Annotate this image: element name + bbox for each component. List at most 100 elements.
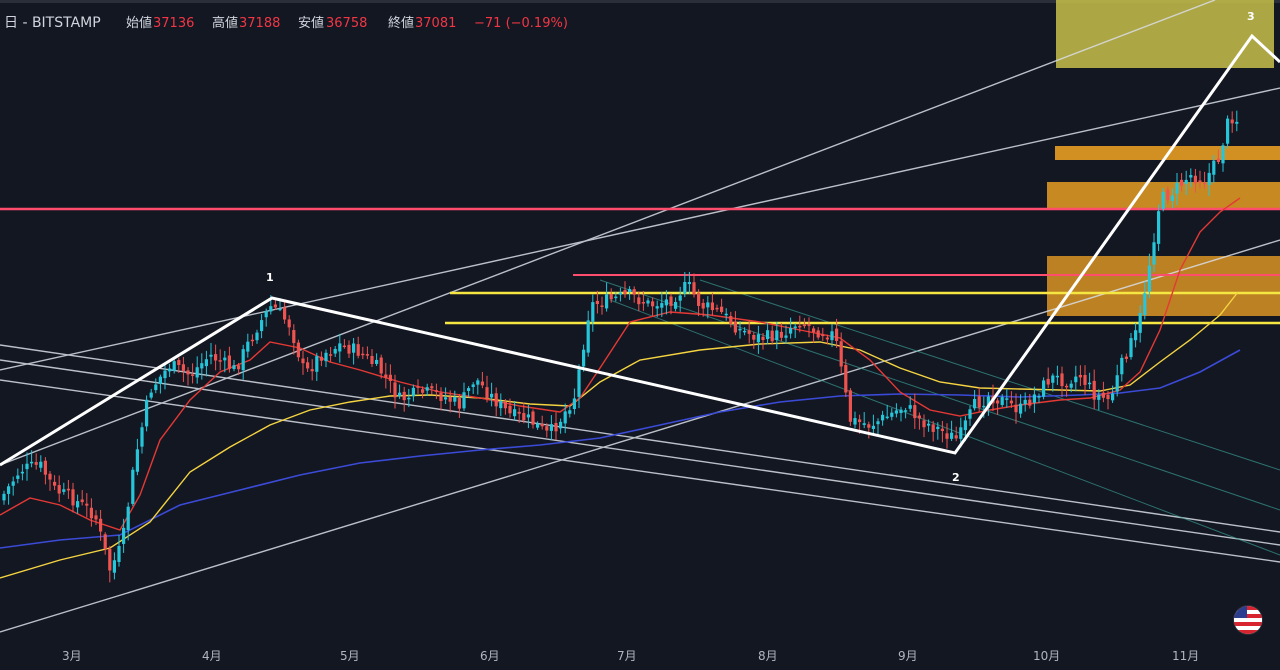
candle-body [448, 396, 452, 402]
x-tick-label: 4月 [202, 649, 222, 663]
candle-body [287, 319, 291, 328]
candle-body [310, 369, 314, 372]
candle-body [379, 357, 383, 374]
candle-body [674, 302, 678, 309]
candle-body [1065, 385, 1069, 388]
candle-body [775, 330, 779, 341]
candle-body [517, 411, 521, 414]
teal-line-2 [609, 299, 1280, 556]
candle-body [1124, 356, 1128, 359]
us-flag-icon[interactable] [1234, 606, 1262, 634]
candle-body [798, 325, 802, 328]
x-tick-label: 3月 [62, 649, 82, 663]
candle-body [848, 390, 852, 422]
x-tick-label: 5月 [340, 649, 360, 663]
candle-body [646, 300, 650, 304]
change-value: −71 (−0.19%) [474, 16, 568, 31]
candle-body [108, 548, 112, 571]
candle-body [660, 303, 664, 308]
candle-body [388, 374, 392, 381]
candle-body [586, 320, 590, 353]
candle-body [678, 295, 682, 301]
candle-body [25, 463, 29, 470]
candles [2, 110, 1239, 583]
candle-body [973, 398, 977, 409]
candle-body [549, 424, 553, 431]
candle-body [853, 418, 857, 425]
candle-body [1152, 242, 1156, 265]
candle-body [407, 397, 411, 400]
candle-body [1060, 373, 1064, 387]
candle-body [508, 405, 512, 414]
candle-body [1009, 400, 1013, 404]
candle-body [218, 360, 222, 362]
candle-body [140, 427, 144, 447]
candle-body [480, 381, 484, 386]
candle-body [701, 302, 705, 309]
candle-body [103, 534, 107, 550]
candle-body [1097, 394, 1101, 400]
candle-body [595, 300, 599, 305]
candle-body [572, 398, 576, 409]
candle-body [117, 546, 121, 562]
candle-body [881, 414, 885, 421]
x-tick-label: 7月 [617, 649, 637, 663]
candle-body [1120, 357, 1124, 375]
candle-body [439, 392, 443, 401]
candle-body [1092, 380, 1096, 400]
candle-body [618, 292, 622, 295]
candle-body [1019, 403, 1023, 414]
candle-body [830, 331, 834, 341]
candle-body [1157, 211, 1161, 244]
candle-body [1046, 378, 1050, 385]
candle-body [1014, 404, 1018, 413]
candle-body [94, 515, 98, 520]
candle-body [283, 307, 287, 320]
candle-body [862, 423, 866, 425]
candle-body [526, 414, 530, 418]
candle-body [53, 481, 57, 486]
candle-body [356, 344, 360, 356]
candle-body [669, 296, 673, 306]
wave-label-1: 1 [266, 271, 274, 284]
candle-body [577, 369, 581, 397]
candle-body [375, 359, 379, 364]
candle-body [747, 330, 751, 334]
candle-body [963, 420, 967, 431]
candle-body [950, 432, 954, 439]
candle-body [329, 354, 333, 356]
candle-body [301, 358, 305, 364]
candle-body [632, 289, 636, 295]
candle-body [246, 341, 250, 352]
candle-body [462, 392, 466, 409]
candle-body [986, 396, 990, 408]
candle-body [936, 426, 940, 430]
candle-body [20, 471, 24, 474]
candle-body [545, 426, 549, 431]
candle-body [485, 387, 489, 399]
candle-body [195, 367, 199, 378]
candle-body [899, 409, 903, 414]
candle-body [977, 396, 981, 408]
candle-body [825, 337, 829, 340]
candle-body [80, 499, 84, 503]
candle-body [1230, 119, 1234, 124]
candle-body [200, 363, 204, 369]
candle-body [1143, 293, 1147, 315]
candle-body [352, 343, 356, 353]
close-label: 終値 [388, 15, 414, 31]
candle-body [729, 316, 733, 324]
candle-body [260, 320, 264, 332]
candle-body [1147, 265, 1151, 292]
candle-body [503, 401, 507, 409]
candle-body [968, 409, 972, 419]
candle-body [1000, 397, 1004, 405]
candle-body [540, 423, 544, 427]
candle-body [871, 425, 875, 429]
candle-body [48, 473, 52, 480]
candle-body [982, 405, 986, 408]
candle-body [513, 409, 517, 417]
